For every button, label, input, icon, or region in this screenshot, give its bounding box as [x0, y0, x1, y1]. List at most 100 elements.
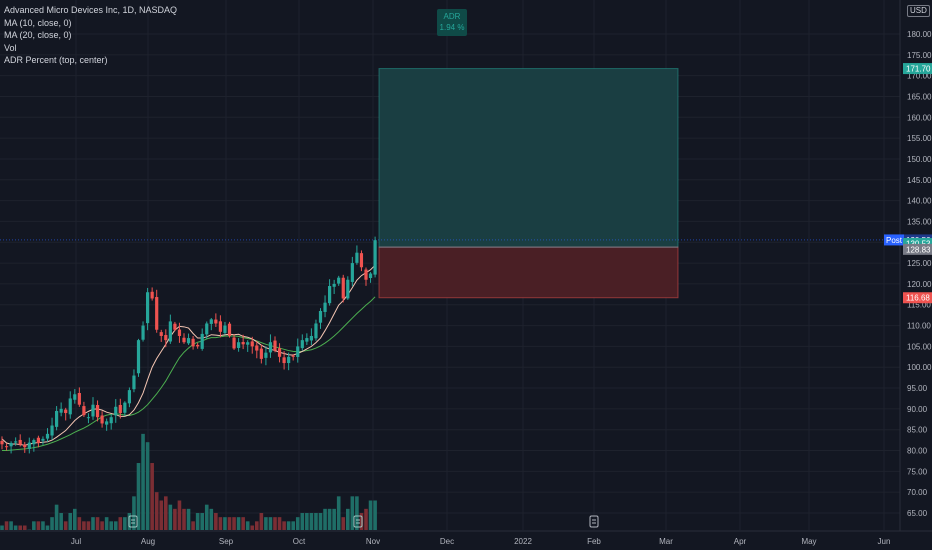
- volume-bar: [168, 504, 173, 530]
- candle-body: [191, 338, 195, 347]
- volume-bar: [86, 521, 91, 530]
- volume-bar: [277, 517, 282, 530]
- candle-body: [132, 375, 136, 390]
- volume-bar: [300, 513, 305, 530]
- candle-body: [127, 390, 131, 404]
- candle-body: [18, 439, 22, 445]
- symbol-title[interactable]: Advanced Micro Devices Inc, 1D, NASDAQ: [4, 5, 178, 15]
- candle-body: [364, 269, 368, 280]
- time-tick-label: Feb: [587, 537, 601, 546]
- candle-body: [95, 405, 100, 418]
- event-markers[interactable]: [128, 515, 599, 528]
- volume-bar: [336, 496, 341, 530]
- volume-bar: [214, 513, 218, 530]
- volume-bar: [9, 521, 13, 530]
- candle-body: [359, 253, 364, 268]
- volume-bar: [77, 517, 82, 530]
- candle-body: [373, 240, 377, 275]
- time-tick-label: Jun: [878, 537, 891, 546]
- earnings-icon[interactable]: [128, 515, 138, 528]
- volume-bar: [182, 508, 186, 530]
- volume-bar: [41, 521, 45, 530]
- legend-ma10[interactable]: MA (10, close, 0): [4, 17, 72, 28]
- volume-bar: [327, 508, 332, 530]
- volume-bar: [18, 525, 22, 530]
- candle-body: [155, 297, 159, 330]
- candle-body: [77, 392, 81, 405]
- candle-body: [268, 342, 273, 353]
- candle-body: [223, 325, 227, 333]
- volume-bar: [273, 517, 277, 530]
- volume-bar: [150, 463, 154, 530]
- candle-body: [50, 425, 54, 436]
- candle-body: [337, 277, 341, 284]
- earnings-icon[interactable]: [353, 515, 363, 528]
- price-tag-label: 171.70: [906, 65, 931, 74]
- volume-bar: [295, 517, 300, 530]
- candle-body: [82, 406, 86, 416]
- candle-body: [23, 444, 27, 448]
- candlesticks: [0, 236, 377, 454]
- price-tag-bg: [903, 63, 932, 75]
- long-position-tool[interactable]: [0, 68, 900, 299]
- volume-bar: [113, 521, 118, 530]
- moving-average-lines: [1, 264, 376, 452]
- price-tick-label: 100.00: [907, 363, 932, 372]
- candle-body: [68, 398, 72, 415]
- price-axis[interactable]: 180.00 175.00 170.00 165.00 160.00 155.00 150.…: [907, 30, 932, 518]
- candle-body: [250, 341, 254, 347]
- candle-body: [32, 440, 36, 445]
- price-tick-label: 155.00: [907, 134, 932, 143]
- price-tick-label: 105.00: [907, 342, 932, 351]
- volume-bar: [368, 500, 373, 530]
- volume-bar: [359, 513, 364, 530]
- candle-body: [287, 356, 291, 364]
- legend-ma20[interactable]: MA (20, close, 0): [4, 30, 72, 40]
- candle-body: [205, 323, 209, 335]
- candle-body: [314, 323, 318, 339]
- volume-bar: [82, 521, 86, 530]
- volume-bar: [364, 508, 368, 530]
- price-tick-label: 145.00: [907, 176, 932, 185]
- candle-body: [41, 438, 45, 441]
- time-tick-label: Sep: [219, 537, 234, 546]
- currency-badge[interactable]: USD: [907, 5, 930, 17]
- candle-body: [296, 346, 300, 357]
- volume-bar: [309, 513, 314, 530]
- candle-body: [328, 285, 332, 304]
- price-tick-label: 85.00: [907, 426, 928, 435]
- volume-bar: [132, 496, 136, 530]
- candle-body: [182, 337, 186, 343]
- legend-adr[interactable]: ADR Percent (top, center): [4, 55, 108, 65]
- volume-bar: [236, 517, 241, 530]
- volume-bar: [45, 525, 50, 530]
- price-tag-label: 116.68: [906, 294, 930, 303]
- candle-body: [305, 338, 309, 342]
- price-tick-label: 160.00: [907, 113, 932, 122]
- volume-bar: [191, 521, 195, 530]
- volume-bar: [22, 525, 27, 530]
- volume-bar: [245, 521, 250, 530]
- time-tick-label: Apr: [734, 537, 747, 546]
- volume-bar: [59, 513, 63, 530]
- candle-body: [291, 355, 295, 357]
- volume-bar: [218, 517, 223, 530]
- volume-bar: [68, 513, 73, 530]
- volume-bar: [50, 517, 54, 530]
- price-tick-label: 175.00: [907, 51, 932, 60]
- volume-bar: [318, 513, 323, 530]
- candle-body: [73, 394, 77, 400]
- volume-bar: [341, 517, 346, 530]
- earnings-icon[interactable]: [589, 515, 599, 528]
- volume-bar: [314, 513, 318, 530]
- candle-body: [350, 263, 354, 282]
- candle-body: [27, 442, 31, 449]
- time-axis[interactable]: Jul Aug Sep Oct Nov Dec 2022 Feb Mar Apr May Jun: [71, 537, 891, 546]
- candle-body: [218, 321, 222, 332]
- volume-bar: [145, 442, 150, 530]
- volume-bar: [223, 517, 227, 530]
- legend-vol[interactable]: Vol: [4, 42, 17, 53]
- price-tick-label: 65.00: [907, 509, 928, 518]
- time-tick-label: May: [801, 537, 816, 546]
